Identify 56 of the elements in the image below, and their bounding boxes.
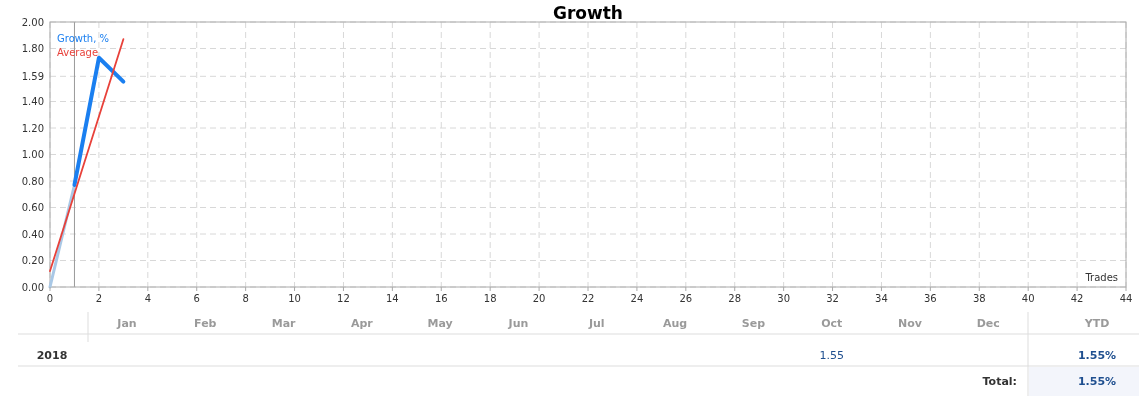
x-tick-label: 40 — [1021, 293, 1035, 304]
text: Mar — [271, 317, 297, 330]
x-tick-label: 8 — [242, 293, 249, 304]
x-tick-label: 4 — [144, 293, 152, 304]
y-tick-label: 0.00 — [21, 281, 44, 293]
x-tick-label: 10 — [288, 293, 301, 304]
series-label: Growth, % — [57, 33, 110, 44]
x-tick-label: 32 — [826, 293, 839, 304]
y-tick-label: 0.80 — [21, 175, 44, 187]
x-tick-label: 26 — [679, 293, 693, 304]
x-tick-label: 34 — [875, 293, 888, 304]
text: Dec — [976, 317, 1000, 330]
text: Apr — [350, 317, 374, 330]
x-tick-label: 0 — [46, 293, 54, 304]
text: Nov — [898, 317, 923, 330]
x-tick-label: 36 — [924, 293, 937, 304]
x-tick-label: 18 — [483, 293, 497, 304]
text: 2018 — [36, 349, 68, 362]
x-tick-label: 14 — [386, 293, 399, 304]
text: YTD — [1083, 317, 1110, 330]
x-axis-title: Trades — [1084, 272, 1118, 283]
text: Total: — [982, 375, 1017, 388]
y-tick-label: 1.00 — [21, 149, 44, 160]
text: Feb — [194, 317, 217, 330]
x-tick-label: 30 — [777, 293, 790, 304]
y-tick-label: 1.59 — [21, 70, 44, 82]
text: May — [427, 317, 453, 330]
x-tick-label: 12 — [337, 293, 350, 304]
x-tick-label: 16 — [434, 293, 448, 304]
x-tick-label: 38 — [972, 293, 986, 304]
text: 1.55 — [819, 349, 844, 362]
x-tick-label: 20 — [532, 293, 546, 304]
y-tick-label: 1.40 — [21, 96, 44, 107]
x-tick-label: 6 — [193, 293, 200, 304]
text: Jan — [116, 317, 137, 330]
text: Sep — [741, 317, 766, 330]
text: Jul — [587, 317, 605, 330]
x-tick-label: 42 — [1070, 293, 1084, 304]
x-tick-label: 22 — [581, 293, 595, 304]
x-tick-label: 2 — [95, 293, 103, 304]
chart-title: Growth — [553, 3, 623, 23]
text: Aug — [662, 317, 688, 330]
x-tick-label: 28 — [728, 293, 742, 304]
y-tick-label: 0.40 — [21, 228, 44, 240]
y-tick-label: 1.20 — [21, 122, 44, 134]
text: Oct — [821, 317, 843, 330]
y-tick-label: 0.20 — [21, 255, 44, 266]
text: 1.55% — [1077, 375, 1117, 388]
text: Jun — [507, 317, 529, 330]
y-tick-label: 1.80 — [21, 43, 44, 54]
y-tick-label: 0.60 — [21, 202, 44, 213]
series-label: Average — [57, 47, 99, 58]
x-tick-label: 44 — [1119, 293, 1133, 304]
y-tick-label: 2.00 — [21, 16, 44, 28]
text: 1.55% — [1077, 349, 1117, 362]
x-tick-label: 24 — [630, 293, 644, 304]
